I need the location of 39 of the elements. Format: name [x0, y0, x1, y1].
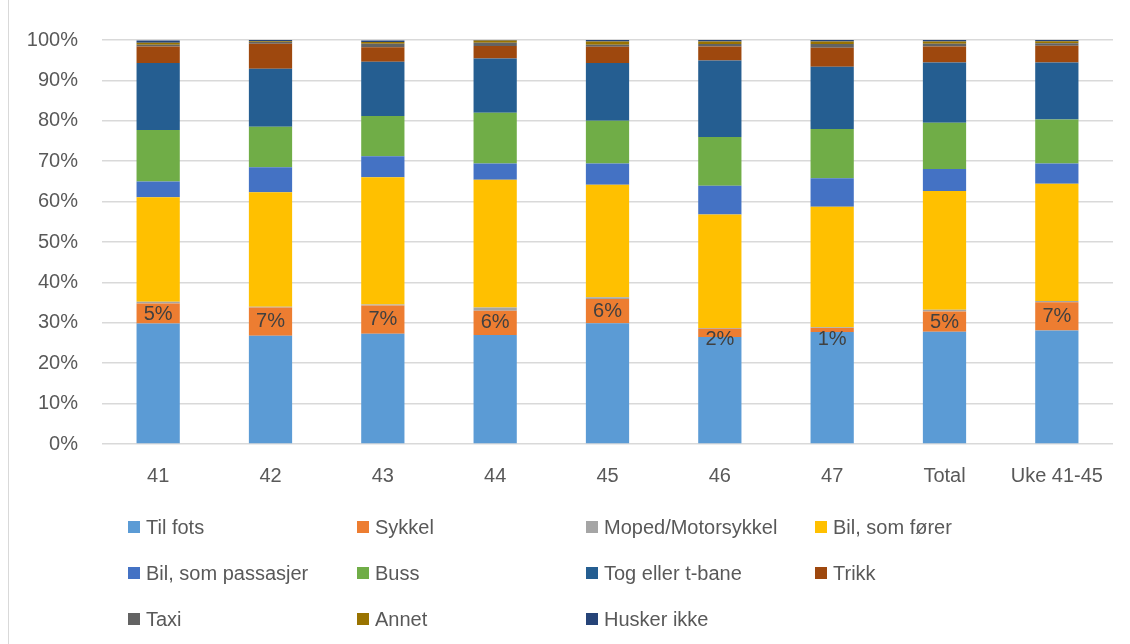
y-tick-label: 20% [37, 350, 79, 373]
legend-label: Til fots [146, 515, 205, 539]
legend-label: Trikk [833, 561, 876, 585]
y-tick-label: 10% [37, 391, 79, 414]
legend-label: Buss [375, 561, 420, 585]
legend-label: Bil, som fører [833, 515, 952, 539]
y-tick-label: 60% [37, 189, 79, 212]
x-tick-label: 43 [371, 463, 394, 486]
y-tick-label: 0% [49, 431, 79, 454]
legend-label: Moped/Motorsykkel [604, 515, 778, 539]
data-label: 7% [368, 307, 398, 330]
x-tick-label: 42 [259, 463, 282, 486]
x-tick-label: Uke 41-45 [1010, 463, 1103, 486]
data-label: 6% [593, 298, 623, 321]
data-label: 7% [256, 309, 286, 332]
x-tick-label: 44 [484, 463, 507, 486]
y-tick-label: 80% [37, 108, 79, 131]
y-tick-label: 90% [37, 67, 79, 90]
legend-label: Sykkel [375, 515, 434, 539]
y-tick-label: 30% [37, 310, 79, 333]
x-tick-label: 47 [821, 463, 844, 486]
legend-label: Tog eller t-bane [604, 561, 742, 585]
data-label: 5% [930, 310, 960, 332]
y-tick-label: 70% [37, 148, 79, 171]
legend-label: Annet [375, 607, 428, 631]
y-tick-label: 50% [37, 229, 79, 252]
x-tick-label: 45 [596, 463, 619, 486]
data-label: 5% [143, 301, 173, 324]
data-label: 6% [480, 310, 510, 333]
legend-label: Bil, som passasjer [146, 561, 309, 585]
x-tick-label: 46 [708, 463, 731, 486]
data-label: 1% [817, 326, 847, 349]
y-tick-label: 40% [37, 269, 79, 292]
data-label: 7% [1042, 303, 1072, 326]
legend-label: Taxi [146, 607, 182, 631]
y-tick-label: 100% [26, 27, 79, 50]
x-tick-label: 41 [147, 463, 170, 486]
x-tick-label: Total [923, 463, 966, 486]
legend-label: Husker ikke [604, 607, 709, 631]
